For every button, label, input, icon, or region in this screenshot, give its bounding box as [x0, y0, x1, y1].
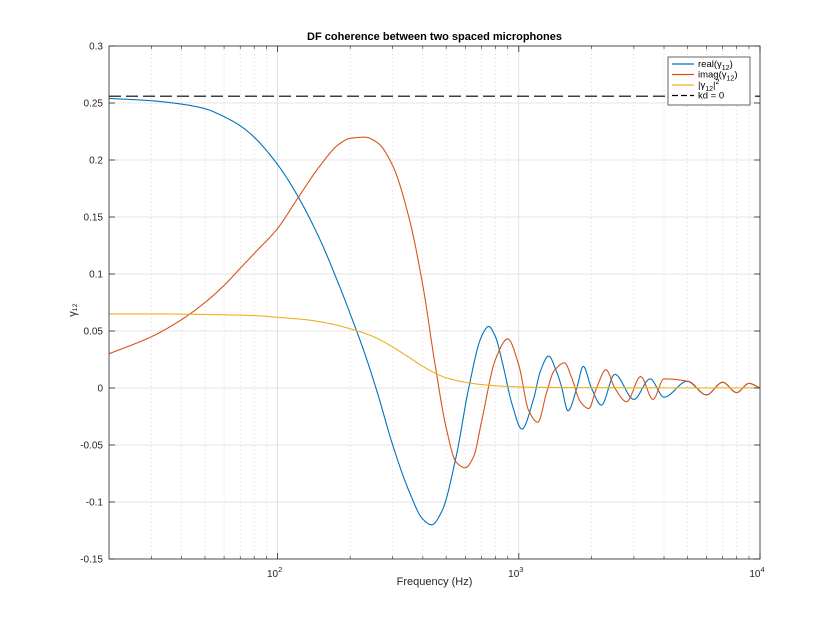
series-layer — [109, 95, 760, 526]
y-tick-label: 0 — [97, 384, 103, 395]
y-tick-label: 0.25 — [84, 99, 104, 110]
legend-label-2: |γ12|2 — [698, 79, 719, 93]
legend-label-0: real(γ12) — [698, 59, 733, 72]
legend-label-1: imag(γ12) — [698, 70, 737, 83]
plot-frame — [108, 45, 761, 560]
y-axis-label: γ₁₂ — [67, 303, 79, 316]
chart-title: DF coherence between two spaced micropho… — [307, 31, 562, 43]
y-tick-label: 0.05 — [84, 327, 104, 338]
y-tick-label: 0.15 — [84, 213, 104, 224]
plot-background — [109, 46, 760, 559]
y-tick-label: -0.15 — [80, 555, 103, 566]
legend-box — [667, 56, 751, 106]
y-tick-label: 0.2 — [89, 156, 103, 167]
y-tick-label: 0.3 — [89, 42, 103, 53]
series-line-0 — [109, 97, 760, 526]
series-line-2 — [109, 313, 760, 389]
legend-label-3: kd = 0 — [698, 91, 724, 102]
ticks: 102 103 104 -0.15 -0.1 -0.05 0 0.05 0.1 0.15 0.2 0.… — [80, 42, 764, 581]
x-tick-label: 104 — [749, 565, 764, 580]
legend: real(γ12)imag(γ12)|γ12|2kd = 0 — [667, 56, 751, 106]
x-tick-label: 103 — [508, 565, 523, 580]
y-tick-label: -0.1 — [86, 498, 104, 509]
y-tick-label: 0.1 — [89, 270, 103, 281]
y-tick-label: -0.05 — [80, 441, 103, 452]
series-line-1 — [109, 136, 760, 469]
x-axis-label: Frequency (Hz) — [397, 576, 473, 588]
x-tick-label: 102 — [267, 565, 282, 580]
